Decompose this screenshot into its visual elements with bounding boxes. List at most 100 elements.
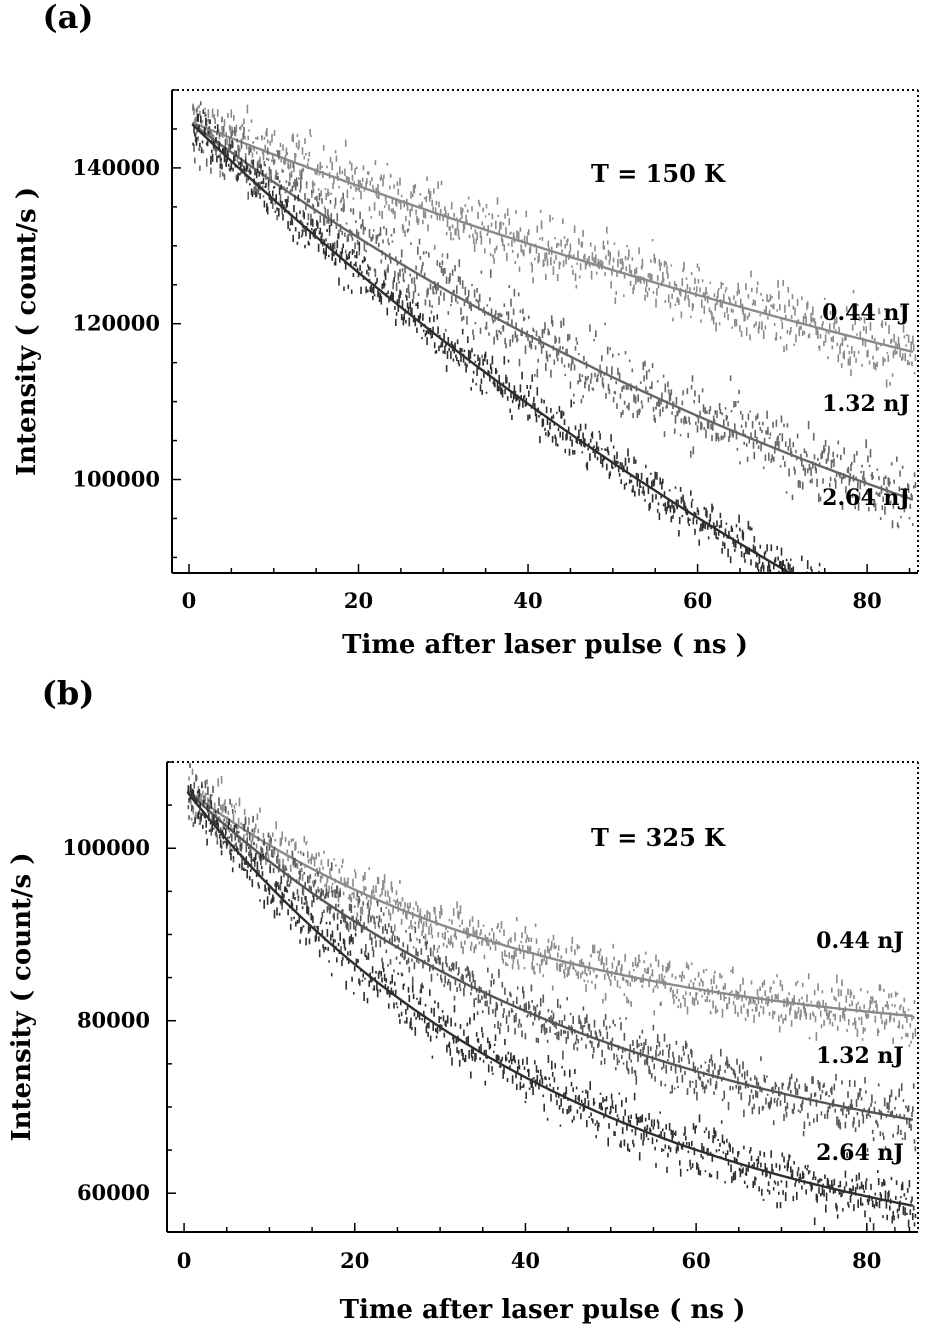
- data-point: [305, 203, 307, 210]
- data-point: [843, 447, 845, 455]
- data-point: [330, 973, 333, 977]
- data-point: [860, 1016, 863, 1025]
- data-point: [701, 1080, 703, 1087]
- data-point: [723, 431, 726, 438]
- data-point: [523, 395, 525, 401]
- data-point: [888, 325, 890, 334]
- data-point: [353, 922, 355, 930]
- data-point: [518, 1065, 521, 1070]
- data-point: [493, 1050, 495, 1053]
- data-point: [890, 339, 892, 344]
- data-point: [810, 1093, 813, 1098]
- data-point: [484, 215, 487, 218]
- data-point: [674, 303, 677, 306]
- data-point: [749, 998, 752, 1004]
- data-point: [643, 277, 645, 284]
- data-point: [683, 975, 685, 979]
- data-point: [586, 377, 589, 381]
- data-point: [365, 286, 367, 294]
- data-point: [644, 294, 646, 301]
- data-point: [451, 224, 454, 229]
- data-point: [849, 611, 851, 615]
- data-point: [633, 969, 635, 972]
- data-point: [675, 1040, 678, 1045]
- data-point: [301, 886, 304, 895]
- data-point: [237, 825, 239, 829]
- data-point: [907, 359, 909, 366]
- data-point: [334, 197, 337, 206]
- data-point: [889, 381, 891, 386]
- data-point: [631, 257, 634, 261]
- data-point: [535, 330, 538, 337]
- data-point: [300, 168, 303, 176]
- data-point: [723, 542, 726, 549]
- data-point: [474, 229, 477, 234]
- data-point: [611, 962, 614, 969]
- data-point: [427, 287, 429, 295]
- data-point: [488, 1041, 491, 1050]
- data-point: [550, 416, 553, 423]
- data-point: [218, 797, 220, 806]
- data-point: [475, 383, 478, 386]
- plot-data: [186, 763, 917, 1231]
- data-point: [399, 177, 401, 186]
- data-point: [436, 314, 439, 320]
- data-point: [332, 183, 334, 190]
- data-point: [826, 600, 828, 607]
- data-point: [466, 965, 469, 971]
- data-point: [312, 916, 314, 924]
- data-point: [475, 989, 478, 993]
- data-point: [720, 281, 723, 289]
- data-point: [894, 621, 896, 628]
- data-point: [784, 1014, 787, 1021]
- data-point: [653, 1063, 655, 1070]
- data-point: [565, 1036, 568, 1044]
- data-point: [399, 1019, 401, 1024]
- data-point: [512, 390, 515, 400]
- data-point: [736, 447, 739, 451]
- data-point: [435, 286, 438, 295]
- data-point: [351, 892, 353, 895]
- data-point: [762, 1006, 765, 1015]
- data-point: [581, 1090, 584, 1093]
- data-point: [609, 347, 611, 351]
- data-point: [847, 466, 850, 474]
- data-point: [794, 469, 796, 475]
- data-point: [432, 286, 434, 294]
- data-point: [224, 146, 227, 155]
- data-point: [443, 984, 446, 987]
- data-point: [857, 619, 859, 623]
- fit-line: [186, 790, 914, 1121]
- data-point: [628, 264, 631, 274]
- data-point: [268, 845, 271, 851]
- data-point: [850, 369, 852, 377]
- data-point: [774, 993, 777, 1000]
- data-point: [750, 270, 752, 278]
- data-point: [896, 456, 898, 462]
- data-point: [471, 1056, 474, 1061]
- data-point: [388, 1003, 390, 1009]
- data-point: [267, 886, 270, 891]
- data-point: [708, 1172, 711, 1178]
- data-point: [879, 311, 881, 314]
- data-point: [840, 476, 843, 484]
- data-point: [642, 361, 645, 371]
- data-point: [572, 961, 574, 970]
- data-point: [696, 263, 699, 268]
- data-point: [338, 229, 340, 239]
- data-point: [330, 934, 332, 941]
- data-point: [566, 430, 568, 440]
- data-point: [458, 967, 460, 974]
- data-point: [240, 822, 242, 825]
- data-point: [359, 180, 361, 188]
- data-point: [289, 189, 292, 195]
- data-point: [207, 109, 210, 119]
- data-point: [233, 805, 236, 809]
- data-point: [868, 506, 870, 512]
- data-point: [714, 970, 716, 974]
- data-point: [286, 187, 288, 190]
- data-point: [372, 234, 374, 240]
- data-point: [217, 155, 220, 158]
- data-point: [553, 942, 556, 950]
- data-point: [685, 511, 688, 515]
